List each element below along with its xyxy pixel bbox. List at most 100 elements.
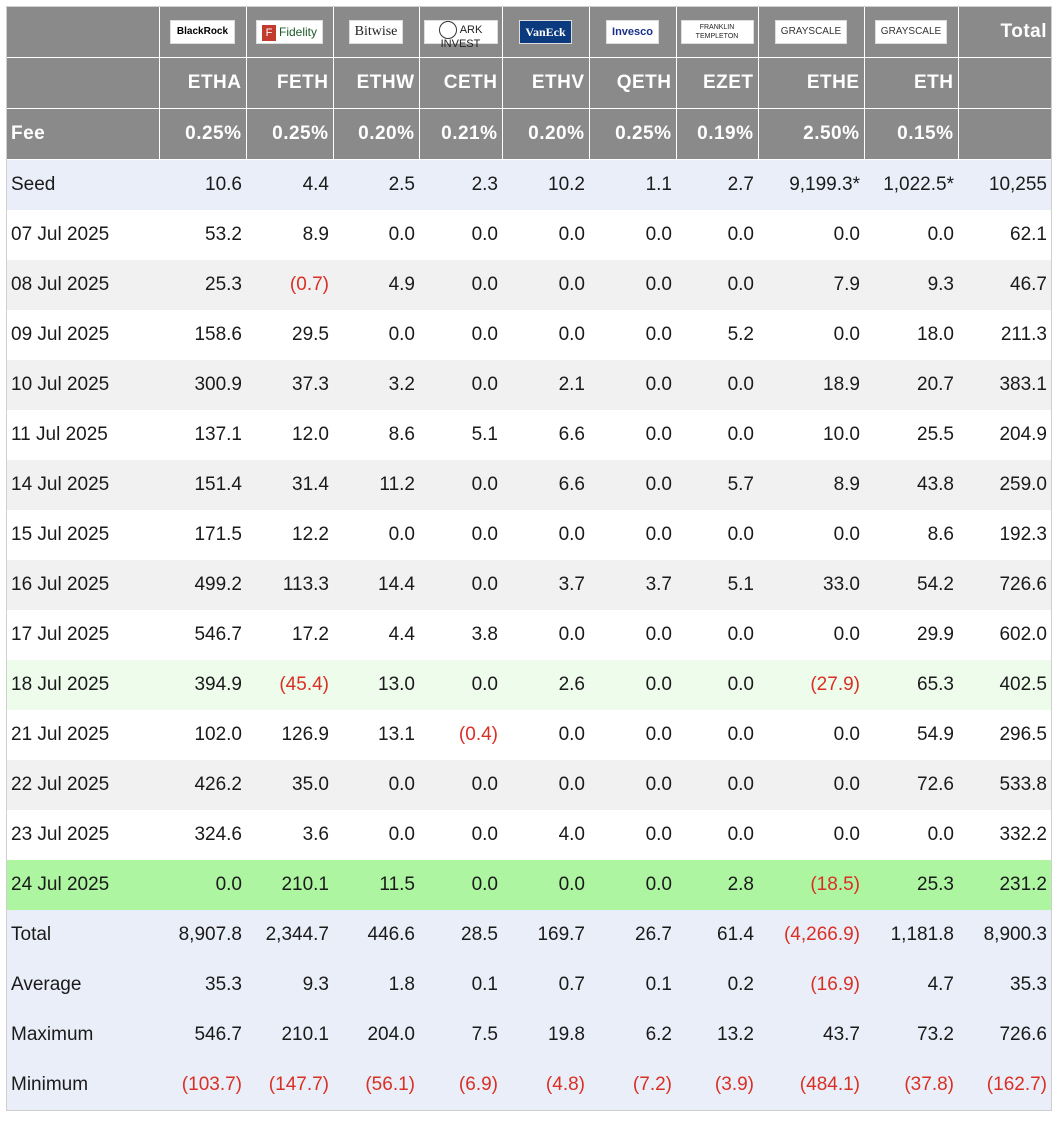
flow-cell: 0.0 bbox=[676, 760, 758, 810]
flow-cell: 0.0 bbox=[502, 760, 589, 810]
flow-cell: 6.2 bbox=[589, 1010, 676, 1060]
row-total-cell: 192.3 bbox=[958, 510, 1051, 560]
flow-cell: 5.7 bbox=[676, 460, 758, 510]
flow-cell: 0.0 bbox=[589, 810, 676, 860]
fee-value: 0.15% bbox=[864, 108, 959, 160]
flow-cell: 6.6 bbox=[502, 410, 589, 460]
row-total-cell: 726.6 bbox=[958, 1010, 1051, 1060]
row-total-cell: 332.2 bbox=[958, 810, 1051, 860]
flow-cell: 25.3 bbox=[864, 860, 958, 910]
flow-cell: 8.6 bbox=[864, 510, 958, 560]
invesco-logo-icon: Invesco bbox=[606, 20, 659, 44]
table-row: 11 Jul 2025 137.1 12.0 8.6 5.1 6.6 0.0 0.0 10.0 2… bbox=[7, 410, 1051, 460]
table-row: 09 Jul 2025 158.6 29.5 0.0 0.0 0.0 0.0 5.2 0.0 18… bbox=[7, 310, 1051, 360]
row-total-cell: 296.5 bbox=[958, 710, 1051, 760]
flow-cell: 35.3 bbox=[159, 960, 246, 1010]
flow-cell: 0.1 bbox=[419, 960, 502, 1010]
table-row: 18 Jul 2025 394.9 (45.4) 13.0 0.0 2.6 0.0 0.0 (2… bbox=[7, 660, 1051, 710]
table-row: 17 Jul 2025 546.7 17.2 4.4 3.8 0.0 0.0 0.0 0.0 29… bbox=[7, 610, 1051, 660]
flow-cell: 1,022.5* bbox=[864, 159, 958, 210]
flow-cell: 0.0 bbox=[589, 460, 676, 510]
fee-value: 0.21% bbox=[419, 108, 503, 160]
flow-cell: 0.0 bbox=[502, 210, 589, 260]
row-label: 22 Jul 2025 bbox=[7, 760, 159, 810]
row-label: 08 Jul 2025 bbox=[7, 260, 159, 310]
grayscale-logo-icon: GRAYSCALE bbox=[774, 20, 848, 44]
logo-cell-bitwise: Bitwise bbox=[333, 7, 420, 58]
flow-cell: 0.0 bbox=[676, 810, 758, 860]
flow-cell: 53.2 bbox=[159, 210, 246, 260]
flow-cell: 12.2 bbox=[246, 510, 333, 560]
flow-cell: 0.0 bbox=[589, 260, 676, 310]
flow-cell: 0.0 bbox=[589, 760, 676, 810]
flow-cell: 0.0 bbox=[864, 810, 958, 860]
flow-cell: 18.9 bbox=[758, 360, 864, 410]
row-label: 09 Jul 2025 bbox=[7, 310, 159, 360]
flow-cell: 3.7 bbox=[502, 560, 589, 610]
flow-cell: 5.1 bbox=[676, 560, 758, 610]
blackrock-logo-icon: BlackRock bbox=[169, 20, 236, 44]
flow-cell: 9.3 bbox=[246, 960, 333, 1010]
row-total-cell: 402.5 bbox=[958, 660, 1051, 710]
flow-cell: 0.0 bbox=[419, 260, 502, 310]
flow-cell: 37.3 bbox=[246, 360, 333, 410]
row-total-cell: 259.0 bbox=[958, 460, 1051, 510]
flow-cell: (3.9) bbox=[676, 1060, 758, 1110]
logo-cell-fidelity: F Fidelity bbox=[246, 7, 334, 58]
flow-cell: 5.2 bbox=[676, 310, 758, 360]
flow-cell: 25.3 bbox=[159, 260, 246, 310]
flow-cell: 171.5 bbox=[159, 510, 246, 560]
flow-cell: 1.8 bbox=[333, 960, 419, 1010]
flow-cell: 2.3 bbox=[419, 159, 502, 210]
flow-cell: 2.8 bbox=[676, 860, 758, 910]
flow-cell: 18.0 bbox=[864, 310, 958, 360]
ticker-row-total-blank bbox=[958, 57, 1051, 109]
row-total-cell: 602.0 bbox=[958, 610, 1051, 660]
table-row: Total 8,907.8 2,344.7 446.6 28.5 169.7 26.7 61.… bbox=[7, 910, 1051, 960]
flow-cell: (27.9) bbox=[758, 660, 864, 710]
flow-cell: 4.7 bbox=[864, 960, 958, 1010]
table-row: 22 Jul 2025 426.2 35.0 0.0 0.0 0.0 0.0 0.0 0.0 72… bbox=[7, 760, 1051, 810]
table-row: 16 Jul 2025 499.2 113.3 14.4 0.0 3.7 3.7 5.1 33.… bbox=[7, 560, 1051, 610]
flow-cell: 0.0 bbox=[333, 310, 419, 360]
flow-cell: (16.9) bbox=[758, 960, 864, 1010]
row-label: Total bbox=[7, 910, 159, 960]
flow-cell: 0.0 bbox=[758, 810, 864, 860]
flow-cell: (147.7) bbox=[246, 1060, 333, 1110]
franklin-templeton-logo-icon: FRANKLIN TEMPLETON bbox=[680, 20, 754, 44]
flow-cell: 0.0 bbox=[676, 260, 758, 310]
flow-cell: 43.8 bbox=[864, 460, 958, 510]
flow-cell: 13.0 bbox=[333, 660, 419, 710]
flow-cell: 2,344.7 bbox=[246, 910, 333, 960]
flow-cell: 4.0 bbox=[502, 810, 589, 860]
vaneck-logo-icon: VanEck bbox=[519, 20, 572, 44]
flow-cell: 0.0 bbox=[502, 260, 589, 310]
ticker-header: EZET bbox=[676, 57, 759, 109]
flow-cell: 7.5 bbox=[419, 1010, 502, 1060]
flow-cell: 0.0 bbox=[419, 460, 502, 510]
fidelity-logo-icon: F Fidelity bbox=[255, 20, 323, 44]
table-row: 21 Jul 2025 102.0 126.9 13.1 (0.4) 0.0 0.0 0.0 0… bbox=[7, 710, 1051, 760]
flow-cell: 0.0 bbox=[502, 860, 589, 910]
table-row: 14 Jul 2025 151.4 31.4 11.2 0.0 6.6 0.0 5.7 8.9 4… bbox=[7, 460, 1051, 510]
table-row: Average 35.3 9.3 1.8 0.1 0.7 0.1 0.2 (16.9) 4.7 35… bbox=[7, 960, 1051, 1010]
flow-cell: 2.7 bbox=[676, 159, 758, 210]
flow-cell: 2.1 bbox=[502, 360, 589, 410]
flow-cell: 204.0 bbox=[333, 1010, 419, 1060]
row-label: 17 Jul 2025 bbox=[7, 610, 159, 660]
logo-cell-franklin: FRANKLIN TEMPLETON bbox=[676, 7, 759, 58]
flow-cell: 113.3 bbox=[246, 560, 333, 610]
row-label: 10 Jul 2025 bbox=[7, 360, 159, 410]
flow-cell: (103.7) bbox=[159, 1060, 246, 1110]
table-row: Seed 10.6 4.4 2.5 2.3 10.2 1.1 2.7 9,199.3* 1,022… bbox=[7, 159, 1051, 210]
fee-value: 0.20% bbox=[502, 108, 590, 160]
flow-cell: 28.5 bbox=[419, 910, 502, 960]
flow-cell: 8.9 bbox=[758, 460, 864, 510]
flow-cell: 0.0 bbox=[676, 510, 758, 560]
logo-cell-blackrock: BlackRock bbox=[159, 7, 247, 58]
flow-cell: 300.9 bbox=[159, 360, 246, 410]
flow-cell: 0.0 bbox=[419, 360, 502, 410]
flow-cell: 0.0 bbox=[589, 860, 676, 910]
table-row: 15 Jul 2025 171.5 12.2 0.0 0.0 0.0 0.0 0.0 0.0 8.… bbox=[7, 510, 1051, 560]
logo-cell-vaneck: VanEck bbox=[502, 7, 590, 58]
